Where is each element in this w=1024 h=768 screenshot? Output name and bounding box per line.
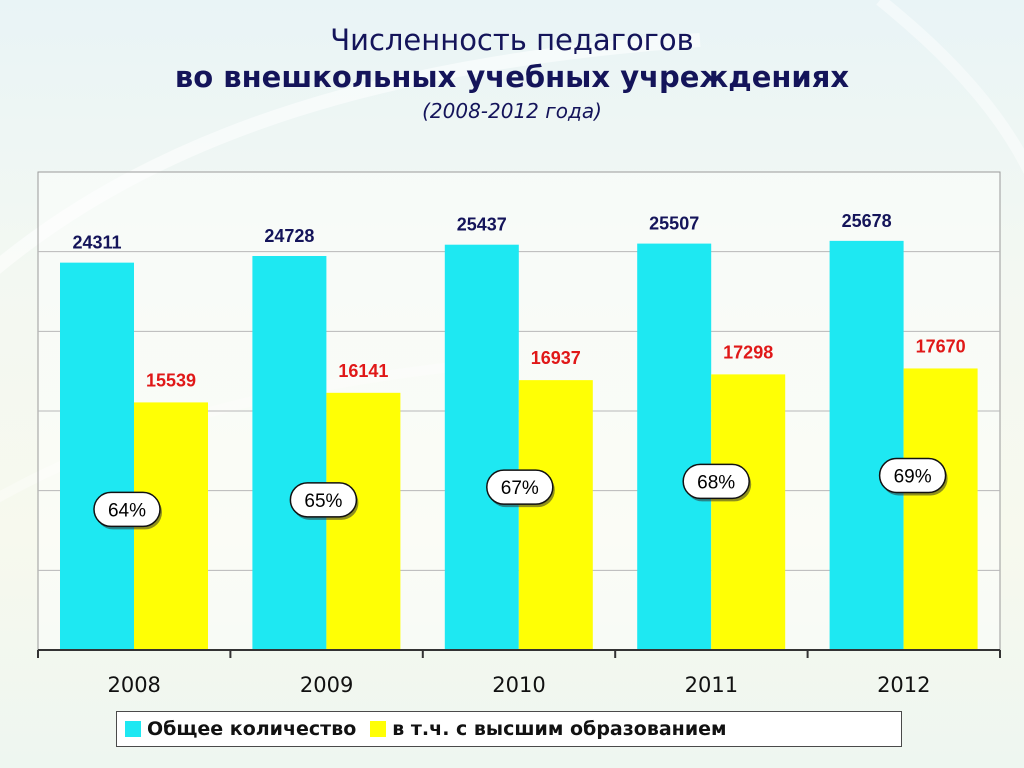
legend-swatch-higher (370, 721, 387, 737)
x-tick-label: 2008 (107, 673, 160, 697)
percent-label: 64% (108, 500, 146, 521)
bar-total (637, 243, 712, 650)
data-labels: 24311 15539 64% 24728 16141 65% 25437 16937 67% 2… (72, 211, 966, 530)
percent-badge (682, 463, 750, 500)
percent-badge (289, 482, 358, 518)
data-label-total: 25507 (649, 214, 699, 234)
bar-higher-education (903, 368, 978, 650)
bar-higher-education (518, 380, 593, 650)
chart-title-line2: во внешкольных учебных учреждениях (174, 60, 850, 94)
legend-swatch-total (125, 721, 141, 737)
percent-label: 69% (894, 466, 932, 487)
chart-subtitle: (2008-2012 года) (422, 99, 602, 123)
data-label-total: 24728 (264, 226, 314, 246)
x-axis: 2008 2009 2010 2011 2012 (37, 649, 1001, 697)
percent-label: 65% (304, 491, 342, 512)
data-label-higher: 16141 (338, 361, 388, 381)
x-tick-label: 2009 (300, 673, 353, 697)
percent-badge (878, 457, 947, 494)
data-label-total: 25437 (457, 215, 507, 235)
x-tick-label: 2011 (685, 673, 738, 697)
bar-total (444, 244, 519, 650)
legend-item-total: Общее количество (125, 718, 356, 740)
x-tick-label: 2010 (492, 673, 545, 697)
percent-badge (486, 469, 554, 505)
data-label-total: 25678 (842, 211, 892, 231)
data-label-higher: 16937 (531, 348, 581, 368)
data-label-total: 24311 (72, 233, 121, 253)
percent-badge (93, 491, 161, 528)
bar-higher-education (326, 392, 401, 650)
bar-total (829, 240, 904, 650)
legend-label-higher: в т.ч. с высшим образованием (392, 718, 727, 740)
bar-higher-education (711, 374, 786, 650)
x-tick-label: 2012 (877, 673, 930, 697)
data-label-higher: 15539 (146, 370, 196, 390)
legend: Общее количество в т.ч. с высшим образов… (116, 711, 902, 747)
chart-title-block: Численность педагогов во внешкольных уче… (0, 22, 1024, 126)
data-label-higher: 17298 (723, 342, 773, 362)
percent-label: 67% (501, 478, 539, 499)
legend-item-higher: в т.ч. с высшим образованием (370, 718, 727, 740)
legend-label-total: Общее количество (147, 718, 357, 740)
data-label-higher: 17670 (916, 336, 966, 356)
percent-label: 68% (697, 472, 735, 493)
bar-total (60, 262, 134, 650)
chart-title-line1: Численность педагогов (330, 23, 694, 57)
bar-total (252, 256, 327, 650)
